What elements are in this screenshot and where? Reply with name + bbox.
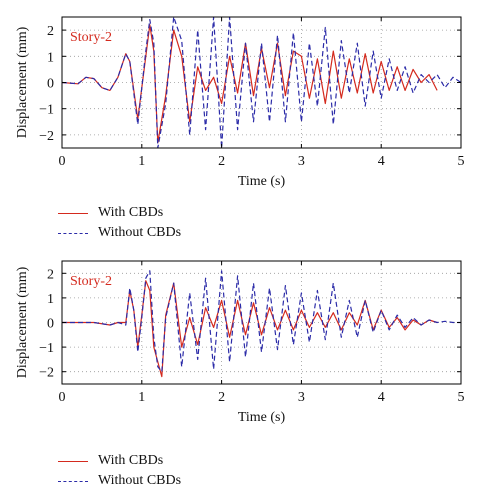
series-line-with-cbds [62, 280, 438, 378]
legend-label: With CBDs [98, 205, 164, 220]
y-tick-label: 2 [47, 24, 54, 39]
y-tick-label: 1 [47, 50, 54, 65]
legend-2: With CBDs Without CBDs [58, 451, 181, 491]
x-tick-label: 5 [458, 390, 465, 405]
plot-frame [61, 16, 462, 149]
chart-panel-1: 0 1 2 3 4 5 2 1 0 −1 −2 Time (s) Displacement (mm) St… [15, 16, 465, 189]
x-axis-label: Time (s) [238, 174, 286, 189]
series-line-without-cbds [62, 270, 461, 373]
x-tick-label: 4 [378, 390, 385, 405]
x-tick-label: 2 [218, 390, 225, 405]
story-annotation: Story-2 [70, 274, 112, 289]
legend-label: Without CBDs [98, 473, 182, 488]
y-axis-label: Displacement (mm) [15, 266, 30, 378]
legend-swatch-solid [58, 460, 88, 462]
legend-entry-without-cbds: Without CBDs [58, 223, 181, 243]
legend-entry-with-cbds: With CBDs [58, 203, 181, 223]
x-tick-label: 0 [59, 390, 66, 405]
x-axis-label: Time (s) [238, 410, 286, 425]
y-tick-label: 0 [47, 317, 54, 332]
legend-entry-without-cbds: Without CBDs [58, 471, 181, 491]
x-tick-label: 1 [138, 154, 145, 169]
legend-swatch-dashed [58, 480, 88, 482]
story-annotation: Story-2 [70, 30, 112, 45]
y-tick-label: 2 [47, 267, 54, 282]
x-tick-label: 5 [458, 154, 465, 169]
x-tick-label: 3 [298, 154, 305, 169]
y-tick-label: 1 [47, 292, 54, 307]
chart-panel-2: 0 1 2 3 4 5 2 1 0 −1 −2 Time (s) Displacement (mm) St… [15, 260, 465, 425]
legend-swatch-dashed [58, 232, 88, 234]
y-tick-label: 0 [47, 77, 54, 92]
y-tick-label: −2 [39, 366, 54, 381]
series-line-without-cbds [62, 17, 461, 148]
x-tick-label: 2 [218, 154, 225, 169]
x-tick-label: 1 [138, 390, 145, 405]
legend-swatch-solid [58, 212, 88, 214]
y-tick-label: −1 [39, 341, 54, 356]
legend-1: With CBDs Without CBDs [58, 203, 181, 243]
y-axis-label: Displacement (mm) [15, 26, 30, 138]
y-tick-label: −1 [39, 103, 54, 118]
legend-label: Without CBDs [98, 225, 182, 240]
legend-label: With CBDs [98, 453, 164, 468]
legend-entry-with-cbds: With CBDs [58, 451, 181, 471]
x-tick-label: 0 [59, 154, 66, 169]
x-tick-label: 3 [298, 390, 305, 405]
y-tick-label: −2 [39, 129, 54, 144]
x-tick-label: 4 [378, 154, 385, 169]
